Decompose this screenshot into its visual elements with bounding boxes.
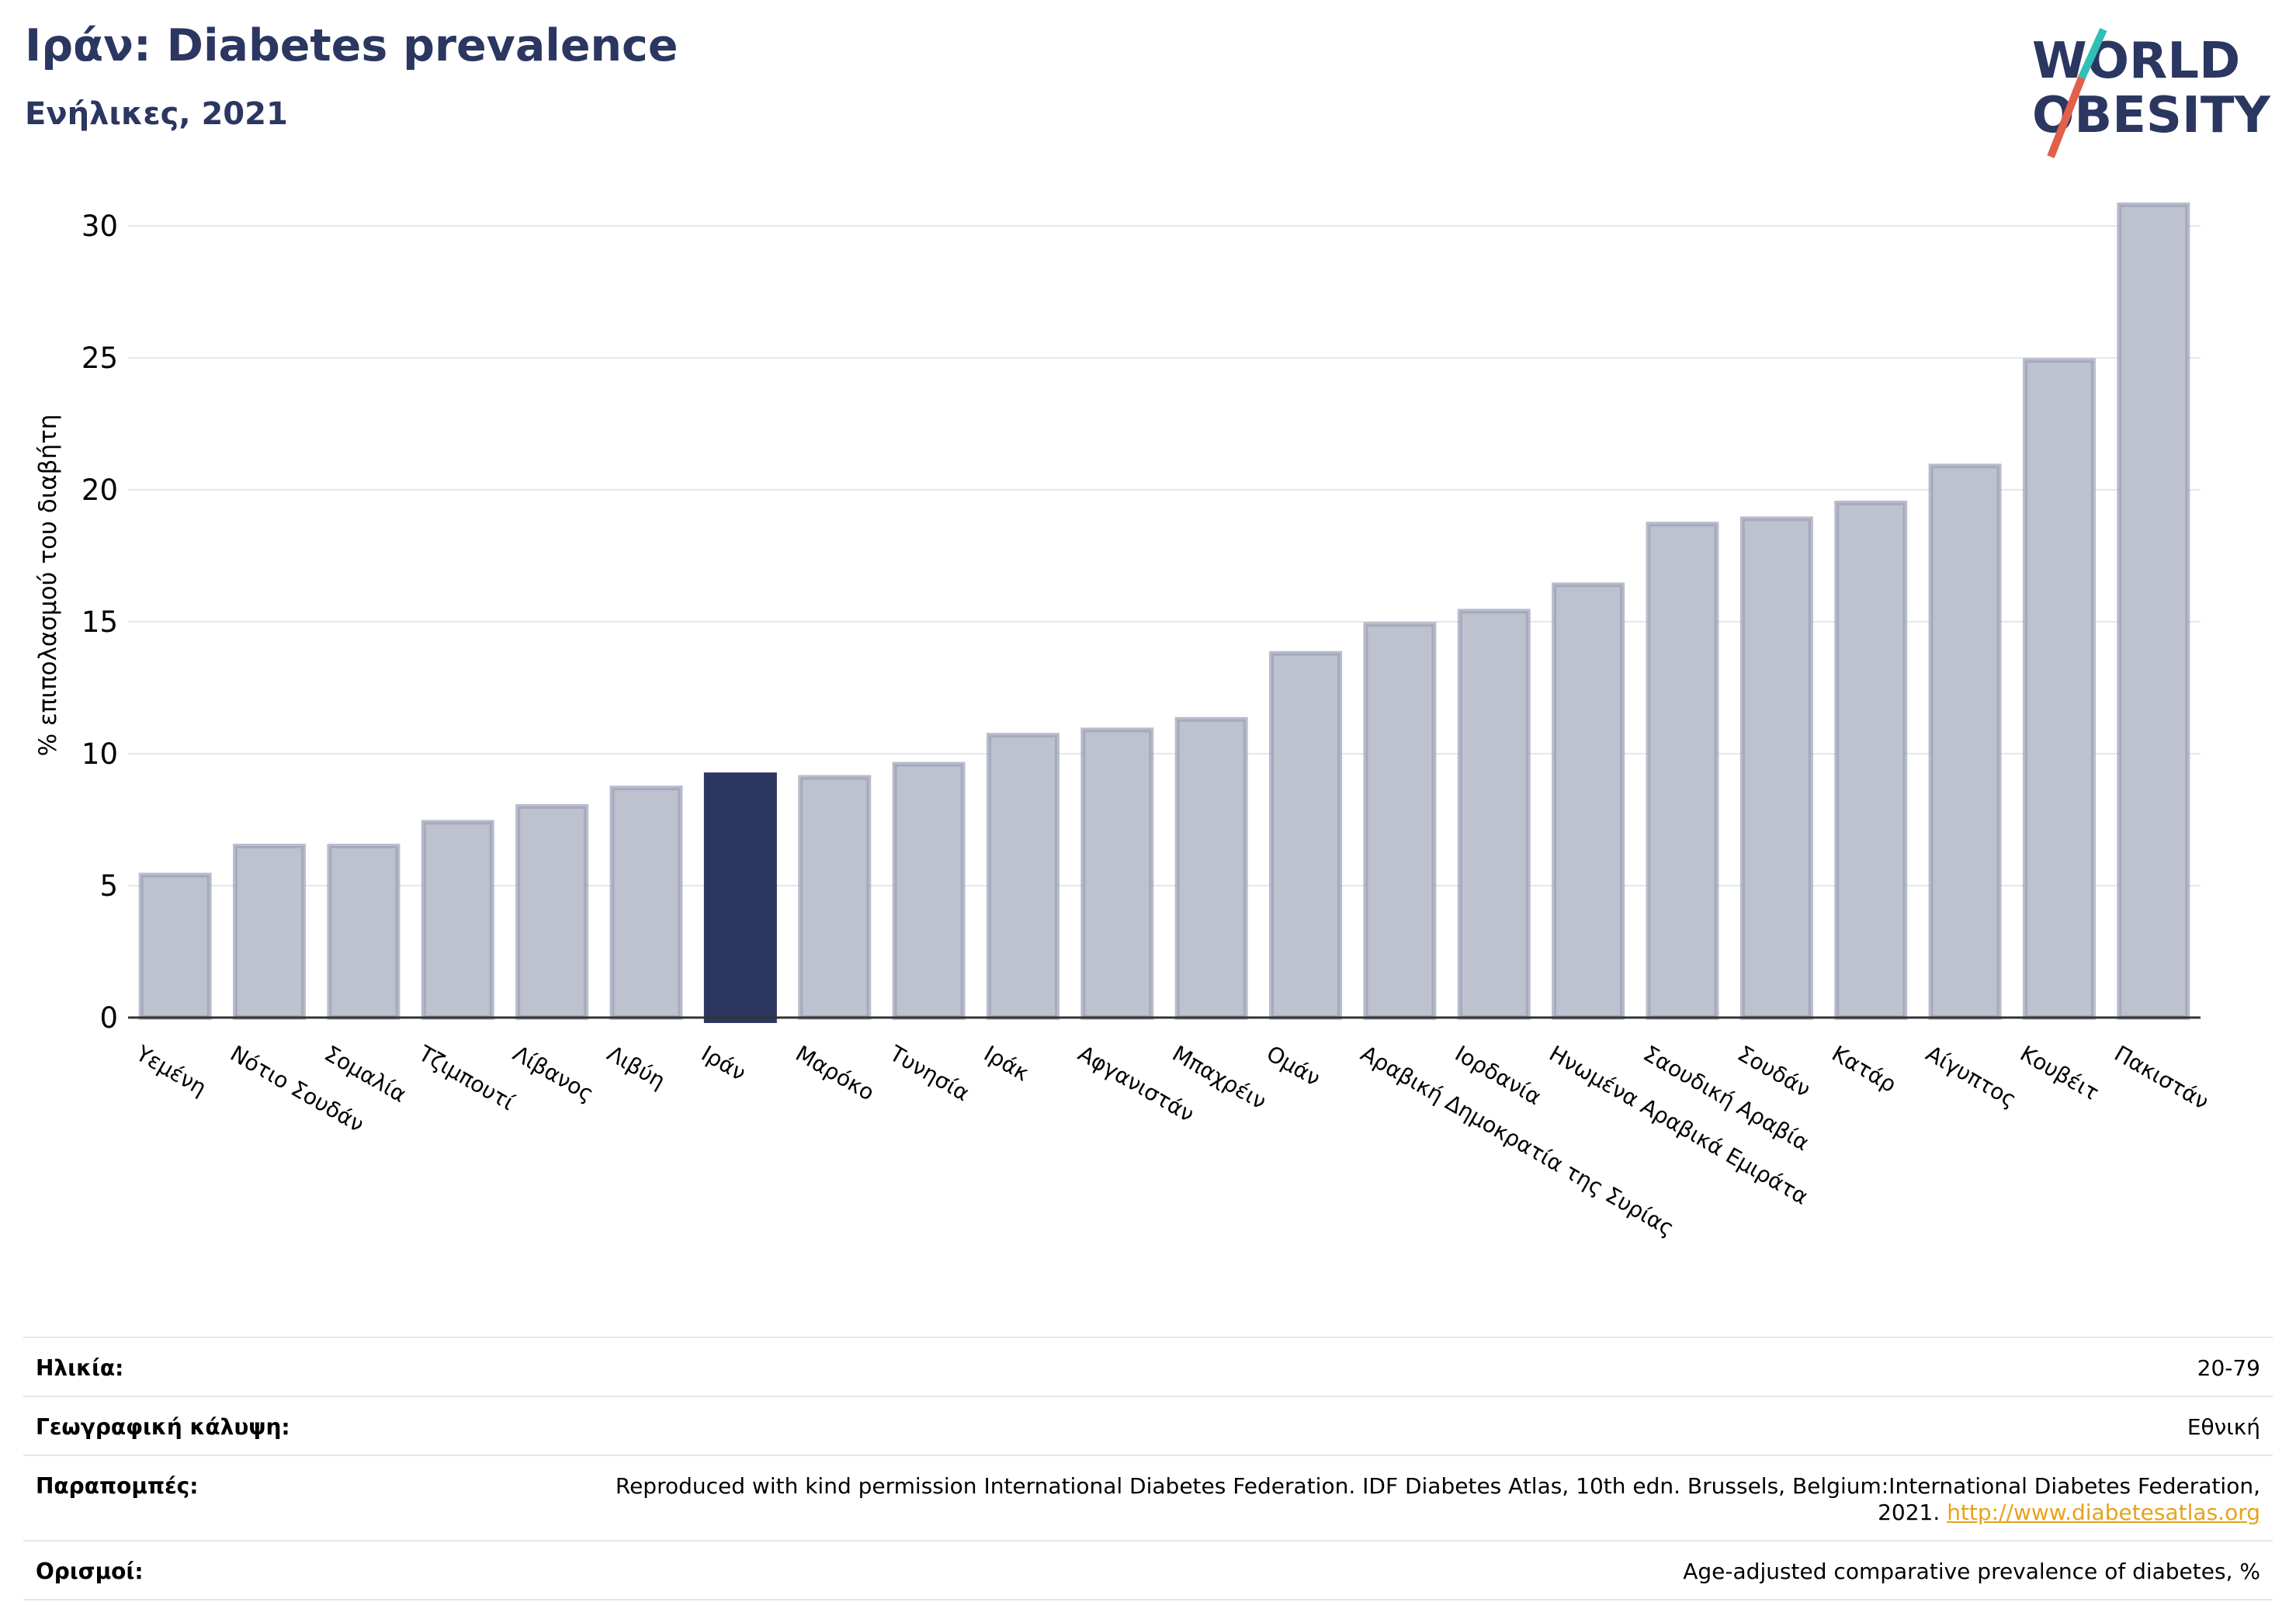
bar bbox=[798, 775, 872, 1020]
bar bbox=[1080, 727, 1154, 1021]
bar bbox=[421, 820, 494, 1021]
x-tick-label: Ιράκ bbox=[980, 1040, 1033, 1086]
meta-row-definitions: Ορισμοί: Age-adjusted comparative preval… bbox=[23, 1540, 2273, 1600]
y-tick-label: 5 bbox=[99, 869, 118, 903]
bar bbox=[1834, 501, 1908, 1020]
x-tick-label: Λιβύη bbox=[603, 1040, 670, 1094]
page-subtitle: Ενήλικες, 2021 bbox=[25, 96, 288, 132]
logo-line-world: WORLD bbox=[2032, 33, 2240, 90]
x-tick-label: Ομάν bbox=[1262, 1040, 1325, 1091]
bar bbox=[1552, 582, 1625, 1020]
bar bbox=[2022, 358, 2096, 1020]
meta-label: Παραπομπές: bbox=[36, 1473, 199, 1499]
x-tick-label: Αίγυπτος bbox=[1922, 1040, 2021, 1112]
bar bbox=[327, 844, 401, 1020]
bars bbox=[138, 202, 2190, 1023]
bar-highlight bbox=[703, 772, 777, 1023]
meta-value: Age-adjusted comparative prevalence of d… bbox=[1683, 1559, 2260, 1584]
meta-value-references: Reproduced with kind permission Internat… bbox=[553, 1473, 2260, 1526]
x-tick-label: Μαρόκο bbox=[791, 1040, 879, 1105]
world-obesity-logo: WORLD OBESITY bbox=[2032, 27, 2270, 158]
bar bbox=[1363, 622, 1437, 1021]
x-tick-label: Υεμένη bbox=[131, 1040, 211, 1101]
meta-row-references: Παραπομπές: Reproduced with kind permiss… bbox=[23, 1455, 2273, 1540]
bar bbox=[1739, 516, 1813, 1020]
y-axis-label: % επιπολασμού του διαβήτη bbox=[34, 414, 62, 757]
x-tick-label: Τυνησία bbox=[885, 1040, 974, 1106]
x-tick-label: Τζιμπουτί bbox=[414, 1040, 519, 1115]
logo-slash-teal bbox=[2078, 27, 2107, 80]
y-tick-label: 30 bbox=[82, 210, 118, 243]
y-tick-label: 20 bbox=[82, 473, 118, 507]
y-tick-label: 0 bbox=[99, 1001, 118, 1035]
page-title: Ιράν: Diabetes prevalence bbox=[25, 20, 678, 71]
x-tick-label: Λίβανος bbox=[508, 1040, 598, 1107]
bar bbox=[233, 844, 307, 1020]
reference-link[interactable]: http://www.diabetesatlas.org bbox=[1947, 1500, 2260, 1525]
bar bbox=[1269, 650, 1343, 1020]
y-tick-label: 15 bbox=[82, 605, 118, 639]
bar bbox=[515, 804, 589, 1020]
metadata-table: Ηλικία: 20-79 Γεωγραφική κάλυψη: Εθνική … bbox=[23, 1337, 2273, 1600]
bar bbox=[892, 761, 966, 1020]
x-tick-label: Κατάρ bbox=[1827, 1040, 1900, 1098]
bar bbox=[1646, 522, 1719, 1020]
meta-label: Ηλικία: bbox=[36, 1355, 124, 1381]
reference-text: Reproduced with kind permission Internat… bbox=[615, 1473, 2260, 1525]
bar bbox=[609, 785, 683, 1020]
bar bbox=[1174, 716, 1248, 1020]
x-tick-label: Κουβέιτ bbox=[2016, 1040, 2104, 1105]
y-tick-label: 25 bbox=[82, 342, 118, 375]
meta-label: Γεωγραφική κάλυψη: bbox=[36, 1414, 290, 1440]
bar bbox=[2117, 202, 2190, 1020]
y-axis-ticks: 0 5 10 15 20 25 30 bbox=[82, 210, 118, 1035]
meta-value: 20-79 bbox=[2197, 1355, 2260, 1381]
meta-value: Εθνική bbox=[2187, 1414, 2260, 1440]
x-tick-label: Σουδάν bbox=[1733, 1040, 1815, 1102]
logo-slash-orange bbox=[2047, 76, 2086, 158]
x-tick-label: Αραβική Δημοκρατία της Συρίας bbox=[1357, 1040, 1679, 1241]
bar bbox=[1457, 609, 1531, 1020]
x-tick-label: Πακιστάν bbox=[2110, 1040, 2213, 1115]
meta-row-coverage: Γεωγραφική κάλυψη: Εθνική bbox=[23, 1396, 2273, 1455]
bar bbox=[986, 733, 1060, 1020]
bar bbox=[1928, 463, 2002, 1020]
x-tick-label: Ιράν bbox=[697, 1040, 751, 1086]
meta-label: Ορισμοί: bbox=[36, 1559, 144, 1584]
y-tick-label: 10 bbox=[82, 737, 118, 771]
meta-row-age: Ηλικία: 20-79 bbox=[23, 1337, 2273, 1396]
bar bbox=[138, 872, 212, 1021]
